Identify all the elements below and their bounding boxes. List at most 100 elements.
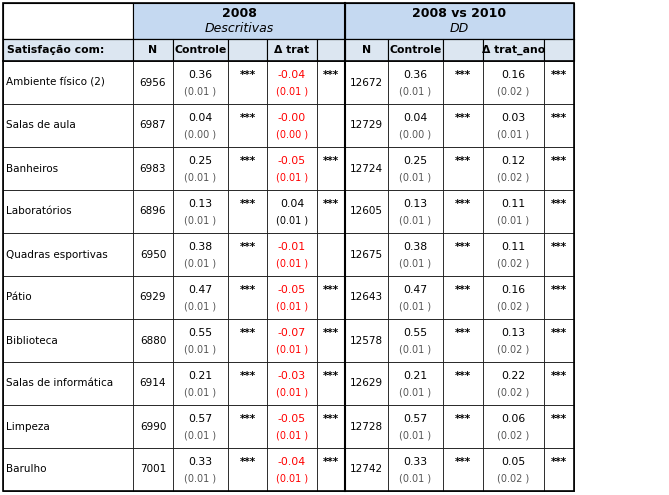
Bar xyxy=(133,39,173,61)
Text: (0.01 ): (0.01 ) xyxy=(185,430,217,440)
Bar xyxy=(317,362,345,405)
Text: Quadras esportivas: Quadras esportivas xyxy=(6,249,108,259)
Text: 12728: 12728 xyxy=(350,422,383,432)
Text: ***: *** xyxy=(455,113,471,123)
Text: (0.02 ): (0.02 ) xyxy=(497,301,530,311)
Text: (0.00 ): (0.00 ) xyxy=(185,129,217,139)
Bar xyxy=(173,448,228,491)
Bar xyxy=(228,276,267,319)
Text: -0.04: -0.04 xyxy=(278,70,306,80)
Text: ***: *** xyxy=(323,70,339,80)
Bar xyxy=(3,61,574,104)
Text: ***: *** xyxy=(323,328,339,338)
Text: 6896: 6896 xyxy=(140,206,167,216)
Bar xyxy=(443,61,483,104)
Text: (0.01 ): (0.01 ) xyxy=(185,258,217,268)
Text: ***: *** xyxy=(323,285,339,295)
Bar xyxy=(345,3,574,39)
Text: ***: *** xyxy=(551,242,567,252)
Bar xyxy=(173,61,228,104)
Text: (0.01 ): (0.01 ) xyxy=(185,387,217,397)
Text: ***: *** xyxy=(551,156,567,166)
Text: 0.38: 0.38 xyxy=(189,242,213,252)
Text: 0.33: 0.33 xyxy=(403,457,427,467)
Text: 12742: 12742 xyxy=(350,464,383,475)
Text: ***: *** xyxy=(551,414,567,424)
Bar xyxy=(317,104,345,147)
Bar xyxy=(544,405,574,448)
Text: ***: *** xyxy=(240,457,256,467)
Bar xyxy=(544,233,574,276)
Text: 0.38: 0.38 xyxy=(403,242,427,252)
Bar xyxy=(443,104,483,147)
Bar xyxy=(388,147,443,190)
Text: (0.01 ): (0.01 ) xyxy=(276,344,308,354)
Bar xyxy=(133,61,173,104)
Bar xyxy=(443,448,483,491)
Bar xyxy=(267,104,317,147)
Bar xyxy=(3,319,133,362)
Text: 0.13: 0.13 xyxy=(502,328,526,338)
Bar xyxy=(3,147,133,190)
Bar xyxy=(133,405,173,448)
Text: Pátio: Pátio xyxy=(6,293,31,302)
Bar xyxy=(228,147,267,190)
Text: 2008 vs 2010: 2008 vs 2010 xyxy=(412,7,506,20)
Bar xyxy=(3,61,133,104)
Bar xyxy=(267,233,317,276)
Bar xyxy=(388,39,443,61)
Bar xyxy=(3,405,574,448)
Bar xyxy=(443,233,483,276)
Text: ***: *** xyxy=(240,242,256,252)
Bar xyxy=(483,233,544,276)
Text: Δ trat: Δ trat xyxy=(274,45,310,55)
Bar xyxy=(133,104,173,147)
Bar xyxy=(345,104,388,147)
Text: (0.02 ): (0.02 ) xyxy=(497,258,530,268)
Text: (0.02 ): (0.02 ) xyxy=(497,430,530,440)
Bar xyxy=(3,104,574,147)
Text: -0.05: -0.05 xyxy=(278,414,306,424)
Bar xyxy=(544,362,574,405)
Text: 0.16: 0.16 xyxy=(502,70,526,80)
Bar xyxy=(173,39,228,61)
Text: DD: DD xyxy=(450,22,469,36)
Bar xyxy=(317,147,345,190)
Text: 12724: 12724 xyxy=(350,163,383,174)
Text: (0.01 ): (0.01 ) xyxy=(185,215,217,225)
Text: Barulho: Barulho xyxy=(6,464,47,475)
Bar xyxy=(3,362,133,405)
Text: ***: *** xyxy=(240,199,256,209)
Bar xyxy=(443,39,483,61)
Bar xyxy=(267,190,317,233)
Bar xyxy=(345,276,388,319)
Bar xyxy=(443,276,483,319)
Text: (0.00 ): (0.00 ) xyxy=(399,129,432,139)
Bar xyxy=(3,3,574,491)
Text: ***: *** xyxy=(240,328,256,338)
Text: (0.01 ): (0.01 ) xyxy=(276,215,308,225)
Bar xyxy=(133,362,173,405)
Text: 6990: 6990 xyxy=(140,422,166,432)
Text: 12675: 12675 xyxy=(350,249,383,259)
Bar xyxy=(267,39,317,61)
Text: -0.01: -0.01 xyxy=(278,242,306,252)
Bar xyxy=(544,319,574,362)
Text: -0.00: -0.00 xyxy=(278,113,306,123)
Text: 0.47: 0.47 xyxy=(189,285,213,295)
Bar xyxy=(267,276,317,319)
Text: 0.22: 0.22 xyxy=(502,371,526,381)
Bar xyxy=(544,39,574,61)
Bar xyxy=(483,190,544,233)
Bar xyxy=(483,147,544,190)
Text: Ambiente físico (2): Ambiente físico (2) xyxy=(6,78,105,88)
Text: 12729: 12729 xyxy=(350,120,383,131)
Text: 12643: 12643 xyxy=(350,293,383,302)
Text: (0.01 ): (0.01 ) xyxy=(399,215,432,225)
Bar xyxy=(443,319,483,362)
Text: 12578: 12578 xyxy=(350,336,383,346)
Text: 0.55: 0.55 xyxy=(403,328,427,338)
Text: 0.57: 0.57 xyxy=(403,414,427,424)
Bar xyxy=(544,61,574,104)
Text: 0.13: 0.13 xyxy=(403,199,427,209)
